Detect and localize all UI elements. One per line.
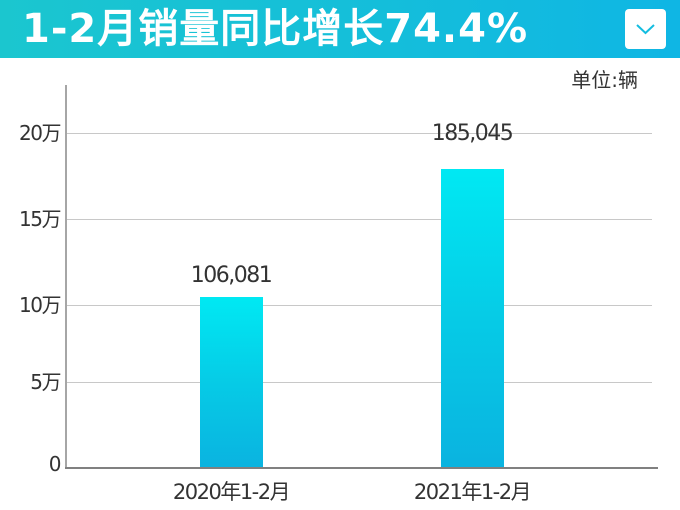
dropdown-button[interactable] (625, 9, 666, 49)
x-axis-line (65, 467, 658, 469)
gridline-150000 (67, 219, 652, 220)
y-tick-label: 0 (48, 452, 62, 476)
chevron-down-icon (636, 24, 655, 35)
x-tick-label: 2020年1-2月 (172, 480, 291, 504)
y-axis-line (65, 85, 67, 469)
gridline-100000 (67, 305, 652, 306)
y-tick-label: 15万 (19, 207, 61, 231)
y-tick-label: 20万 (19, 121, 61, 145)
bar-2021 (441, 169, 504, 468)
bar-value-label: 185,045 (431, 121, 514, 146)
title-banner: 1-2月销量同比增长74.4% (0, 0, 680, 58)
unit-label: 单位:辆 (571, 68, 638, 92)
y-tick-label: 5万 (30, 370, 61, 394)
gridline-50000 (67, 382, 652, 383)
gridline-200000 (67, 133, 652, 134)
chart-title: 1-2月销量同比增长74.4% (22, 6, 529, 52)
bar-value-label: 106,081 (190, 263, 273, 288)
y-tick-label: 10万 (19, 293, 61, 317)
bar-2020 (200, 297, 263, 468)
x-tick-label: 2021年1-2月 (413, 480, 532, 504)
